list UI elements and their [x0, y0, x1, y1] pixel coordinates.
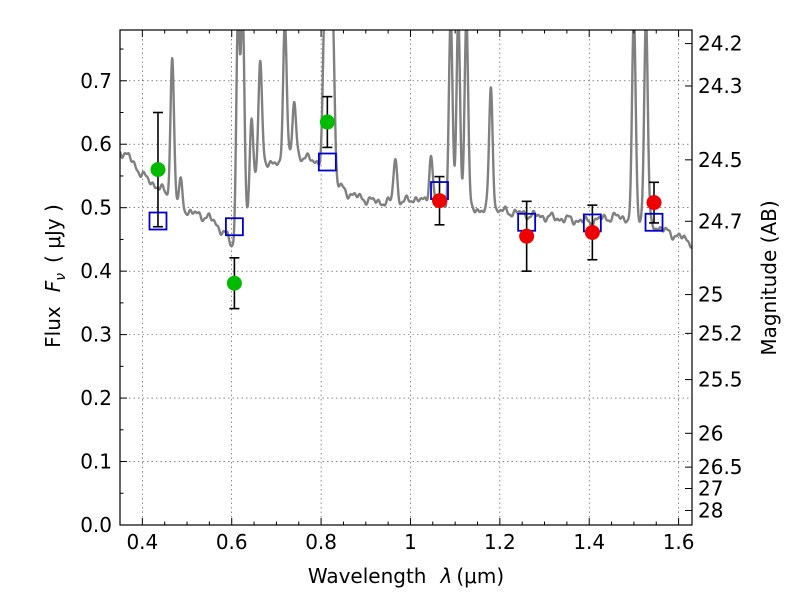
y-tick-label: 0.1: [80, 450, 112, 474]
y2-tick-label: 26.5: [698, 455, 743, 479]
y2-axis-title: Magnitude (AB): [757, 200, 781, 355]
x-axis-title: Wavelength λ (μm): [308, 564, 504, 588]
model-square-marker: [148, 211, 168, 231]
y-tick-label: 0.4: [80, 259, 112, 283]
y2-tick-label: 27: [698, 477, 723, 501]
x-axis-title-symbol: λ: [440, 564, 453, 588]
y2-tick-label: 25: [698, 283, 723, 307]
plot-frame: [119, 29, 693, 526]
y2-tick-label: 25.5: [698, 368, 743, 392]
photometry-point: [432, 193, 448, 209]
x-tick-label: 1.6: [663, 530, 695, 554]
y2-tick-label: 24.5: [698, 148, 743, 172]
x-tick-label: 1.2: [484, 530, 516, 554]
photometry-point: [150, 162, 166, 178]
y-axis-title-symbol: F: [41, 280, 65, 292]
model-square-marker: [317, 152, 337, 172]
y2-tick-label: 24.2: [698, 32, 743, 56]
y2-tick-label: 24.3: [698, 74, 743, 98]
photometry-point: [519, 228, 535, 244]
x-axis-title-unit: (μm): [456, 564, 504, 588]
model-square-marker: [644, 212, 664, 232]
axes: 0.4 0.6 0.8 1 1.2 1.4 1.6 0.0 0.1 0.2 0.3 0.4 0.5 0.6…: [80, 29, 743, 554]
photometry-point: [646, 195, 662, 211]
y-tick-label: 0.2: [80, 386, 112, 410]
y-tick-label: 0.5: [80, 196, 112, 220]
x-tick-label: 1.4: [573, 530, 605, 554]
spectrum-layer: [120, 30, 692, 249]
y-tick-label: 0.6: [80, 132, 112, 156]
x-tick-label: 0.8: [305, 530, 337, 554]
y-tick-label: 0.7: [80, 69, 112, 93]
y-axis-title-unit: ( μJy ): [41, 204, 65, 263]
y-axis-title-text: Flux: [41, 306, 65, 348]
y-axis-title-symbol-sub: ν: [53, 273, 69, 281]
x-tick-label: 0.4: [126, 530, 158, 554]
y-axis-title: Flux Fν ( μJy ): [41, 204, 69, 348]
model-square-marker: [224, 217, 244, 237]
photometry-point: [226, 275, 242, 291]
y2-tick-label: 28: [698, 498, 723, 522]
photometry-point: [584, 224, 600, 240]
y-tick-label: 0.0: [80, 513, 112, 537]
y2-tick-label: 26: [698, 421, 723, 445]
y2-tick-label: 24.7: [698, 209, 743, 233]
x-tick-label: 1: [404, 530, 417, 554]
photometry-point: [319, 114, 335, 130]
x-axis-title-text: Wavelength: [308, 564, 427, 588]
marker-layer: [148, 95, 664, 310]
x-tick-label: 0.6: [216, 530, 248, 554]
y2-tick-label: 25.2: [698, 321, 743, 345]
spectrum-line: [120, 30, 692, 249]
y-tick-label: 0.3: [80, 323, 112, 347]
